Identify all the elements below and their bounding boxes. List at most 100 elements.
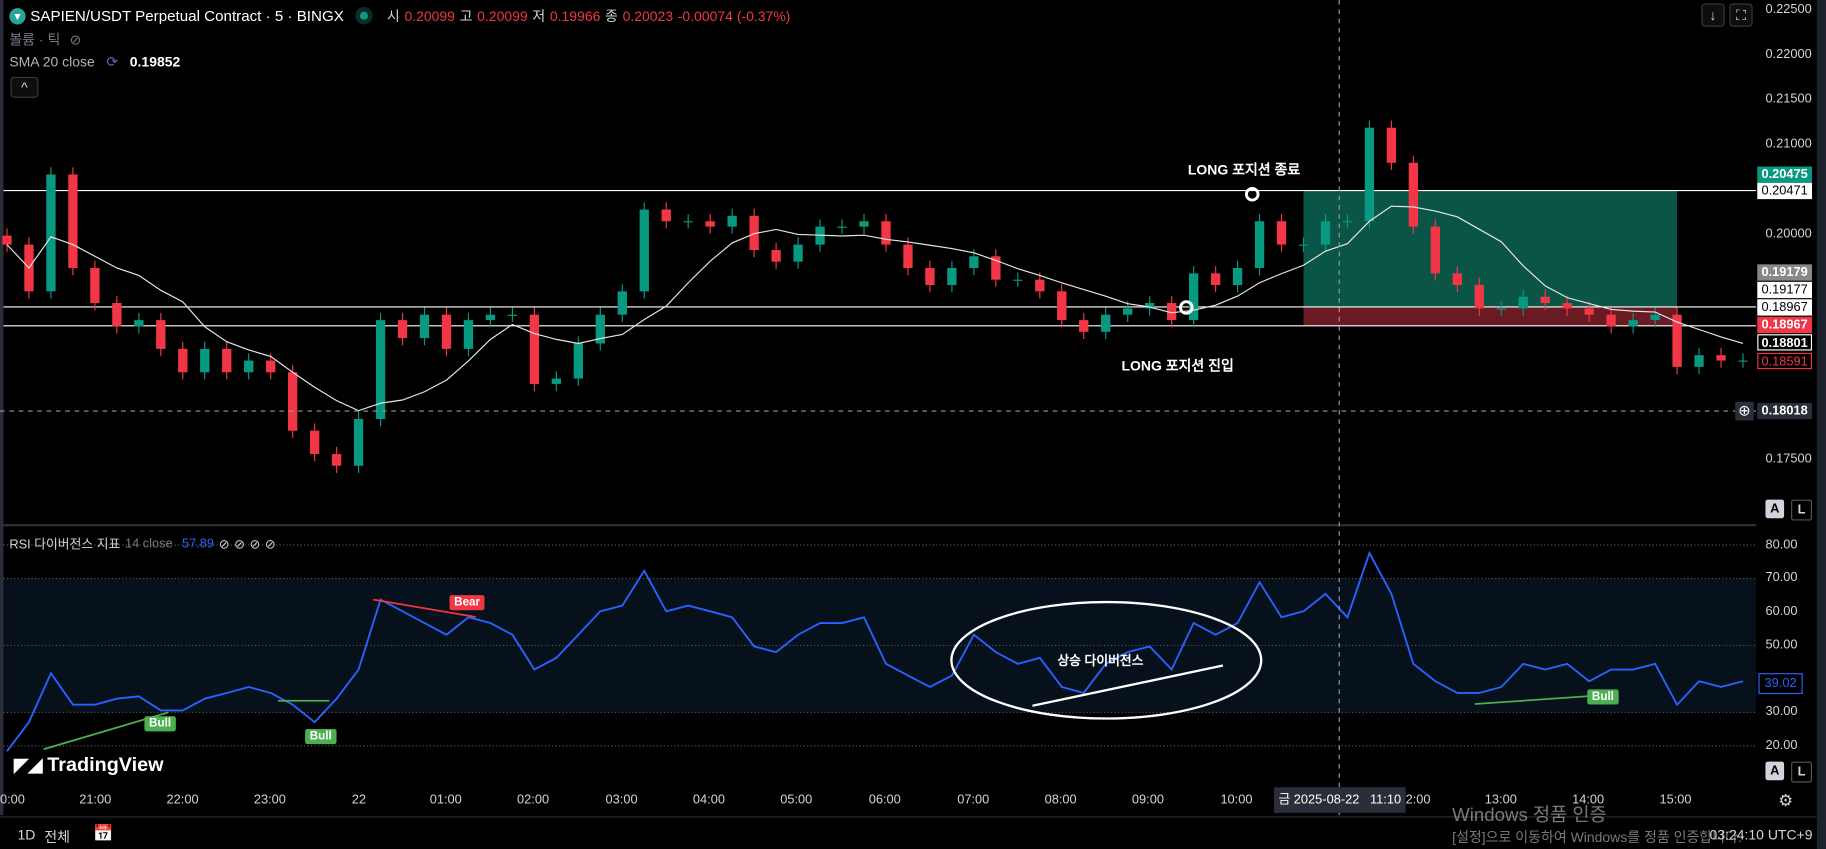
calendar-icon[interactable]: 📅	[93, 823, 114, 842]
auto-scale-button[interactable]: A	[1765, 761, 1785, 781]
candle-body	[617, 291, 627, 315]
rsi-tick: 70.00	[1765, 570, 1798, 585]
bottom-toolbar: 1D 전체 📅 03:24:10 UTC+9	[0, 816, 1817, 849]
arrow-down-icon: ↓	[1709, 6, 1717, 24]
candle-body	[1057, 291, 1067, 321]
candle-body	[68, 174, 78, 268]
left-border	[0, 0, 4, 816]
candle-body	[1101, 314, 1111, 332]
long-exit-label[interactable]: LONG 포지션 종료	[1187, 161, 1301, 179]
volume-legend-label: 볼륨 · 틱	[9, 31, 61, 48]
auto-scale-button[interactable]: A	[1765, 499, 1785, 519]
bull-divergence-line	[1474, 694, 1597, 705]
candle-body	[1013, 279, 1023, 281]
hidden-plot-icon[interactable]: ⊘	[249, 537, 261, 552]
settings-gear-icon[interactable]: ⚙	[1778, 790, 1793, 810]
candle-body	[134, 320, 144, 327]
candle-body	[727, 215, 737, 227]
line-price-badge: 0.18967	[1757, 299, 1813, 316]
price-tick: 0.17500	[1765, 450, 1811, 465]
candle-body	[1276, 221, 1287, 245]
tradingview-logo-icon: ◤◢	[13, 755, 43, 776]
log-scale-button[interactable]: L	[1791, 761, 1813, 783]
candle-body	[1452, 273, 1462, 286]
rsi-band	[3, 544, 1757, 747]
close-label: 종	[605, 8, 618, 25]
rsi-series	[6, 550, 1744, 752]
rsi-legend[interactable]: RSI 다이버전스 지표 14 close 57.89 ⊘ ⊘ ⊘ ⊘	[9, 535, 275, 554]
candle-body	[925, 267, 935, 286]
hidden-plot-icon[interactable]: ⊘	[264, 537, 276, 552]
candle-body	[1079, 320, 1089, 332]
log-scale-button[interactable]: L	[1791, 499, 1813, 521]
fullscreen-icon: ⛶	[1736, 6, 1746, 24]
profit-zone	[1303, 190, 1678, 307]
candle-body	[397, 320, 408, 339]
add-alert-icon[interactable]: ⊕	[1735, 401, 1754, 421]
clock-display[interactable]: 03:24:10 UTC+9	[1709, 826, 1813, 844]
candle-body	[375, 320, 386, 420]
hidden-plot-icon[interactable]: ⊘	[218, 537, 230, 552]
candle-body	[1035, 279, 1045, 292]
long-position-tool[interactable]	[1303, 190, 1678, 326]
rsi-legend-title: RSI 다이버전스 지표	[9, 538, 121, 552]
candle-body	[1584, 308, 1594, 315]
range-1d-button[interactable]: 1D	[17, 826, 36, 844]
sma-legend[interactable]: SMA 20 close ⟳ 0.19852	[9, 54, 180, 70]
time-tick: 22	[351, 793, 366, 808]
candle-body	[1738, 360, 1748, 362]
sma-price-badge: 0.18801	[1757, 334, 1813, 351]
rsi-tick: 80.00	[1765, 538, 1798, 552]
candle-body	[1606, 314, 1616, 327]
divergence-ellipse[interactable]	[950, 600, 1263, 720]
candle-body	[1320, 221, 1331, 245]
time-tick: 13:00	[1484, 793, 1517, 808]
range-all-button[interactable]: 전체	[44, 829, 70, 846]
candle-body	[1430, 226, 1441, 274]
candle-body	[771, 249, 781, 262]
fullscreen-button[interactable]: ⛶	[1729, 3, 1753, 27]
long-entry-label[interactable]: LONG 포지션 진입	[1121, 357, 1234, 374]
candle-body	[749, 215, 759, 250]
symbol-title[interactable]: SAPIEN/USDT Perpetual Contract · 5 · BIN…	[30, 6, 344, 25]
price-tick: 0.22500	[1765, 1, 1811, 16]
bull-divergence-text[interactable]: 상승 다이버전스	[1057, 654, 1144, 669]
time-tick: 05:00	[780, 793, 813, 808]
candle-body	[1232, 267, 1243, 286]
rsi-tick: 30.00	[1765, 704, 1798, 719]
hidden-plot-icon[interactable]: ⊘	[234, 537, 245, 552]
high-value: 0.20099	[477, 7, 528, 24]
time-tick: 10:00	[1220, 793, 1253, 808]
candle-body	[178, 348, 188, 373]
tradingview-logo[interactable]: ◤◢ TradingView	[14, 753, 164, 776]
symbol-legend[interactable]: ▼ SAPIEN/USDT Perpetual Contract · 5 · B…	[9, 6, 790, 26]
time-tick: 09:00	[1131, 793, 1164, 808]
volume-legend[interactable]: 볼륨 · 틱 ⊘	[9, 29, 81, 49]
line-price-badge: 0.20471	[1757, 182, 1813, 200]
collapse-legend-button[interactable]: ^	[10, 76, 39, 98]
candle-body	[705, 221, 715, 227]
time-tick: 01:00	[429, 793, 462, 808]
open-label: 시	[386, 8, 400, 25]
time-tick: 08:00	[1044, 793, 1077, 808]
sma-value: 0.19852	[129, 53, 181, 70]
eye-off-icon[interactable]: ⊘	[69, 30, 82, 48]
candle-body	[90, 267, 100, 304]
candle-body	[266, 360, 276, 373]
candle-body	[1298, 244, 1309, 246]
horizontal-lines[interactable]	[3, 189, 1757, 327]
windows-activation-subtitle: [설정]으로 이동하여 Windows를 정품 인증합니다.	[1452, 829, 1742, 846]
candle-body	[573, 343, 583, 379]
drawn-divergence-line	[1032, 664, 1224, 707]
refresh-icon[interactable]: ⟳	[106, 53, 119, 70]
rsi-legend-value: 57.89	[181, 536, 215, 551]
candle-body	[991, 256, 1001, 280]
candle-body	[793, 244, 803, 262]
candle-body	[1562, 303, 1572, 309]
candle-body	[463, 320, 474, 349]
candle-body	[1496, 308, 1506, 310]
candle-body	[1650, 314, 1660, 321]
scroll-to-latest-button[interactable]: ↓	[1701, 3, 1725, 27]
